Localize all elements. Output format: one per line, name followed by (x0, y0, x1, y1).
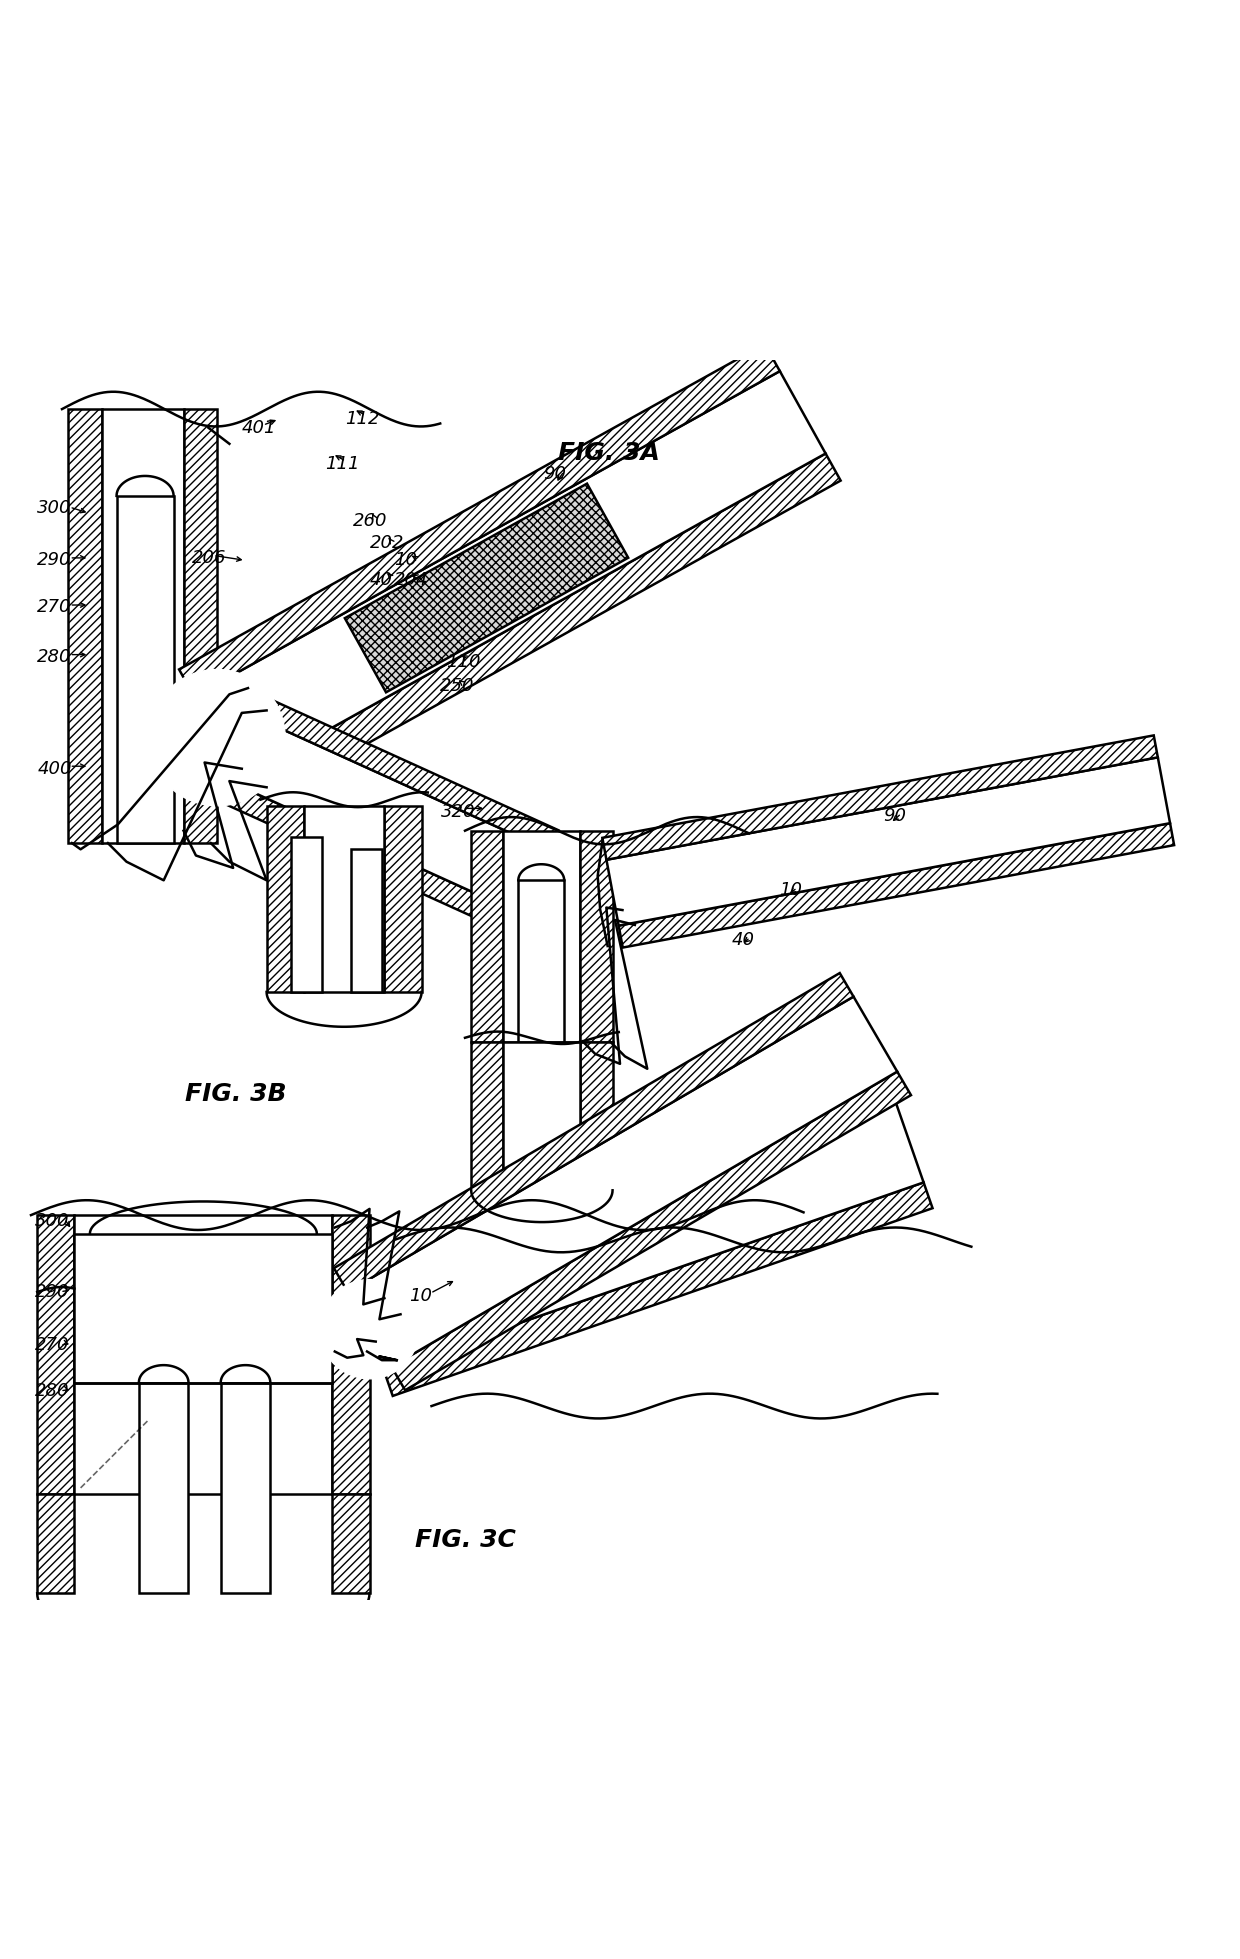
Text: 40: 40 (732, 931, 755, 948)
Bar (332, 1495, 370, 1593)
Bar (384, 805, 422, 991)
Bar (351, 850, 382, 991)
Polygon shape (239, 453, 841, 805)
Bar (74, 1215, 332, 1495)
Bar (139, 1383, 188, 1593)
Bar (471, 1042, 503, 1191)
Polygon shape (606, 758, 1171, 925)
Bar (267, 805, 304, 991)
Text: 280: 280 (37, 648, 72, 666)
Text: 10: 10 (779, 882, 802, 899)
Circle shape (149, 670, 285, 805)
Text: 90: 90 (543, 464, 567, 482)
Bar (471, 831, 503, 1042)
Polygon shape (392, 1072, 911, 1391)
Bar (37, 1495, 74, 1593)
Text: FIG. 3A: FIG. 3A (558, 441, 660, 464)
Text: 290: 290 (37, 550, 72, 570)
Circle shape (320, 1279, 419, 1379)
Text: FIG. 3C: FIG. 3C (414, 1528, 516, 1552)
Polygon shape (179, 345, 780, 697)
Bar (503, 831, 580, 1042)
Bar (221, 1383, 270, 1593)
Bar (74, 1234, 332, 1383)
Text: 260: 260 (353, 511, 388, 529)
Text: 206: 206 (192, 549, 227, 566)
Text: 40: 40 (374, 1346, 398, 1363)
Bar (184, 409, 217, 842)
Bar (503, 1042, 580, 1191)
Text: 250: 250 (440, 676, 475, 695)
Text: 400: 400 (37, 760, 72, 778)
Polygon shape (232, 686, 558, 850)
Polygon shape (193, 770, 521, 934)
Text: 90: 90 (883, 807, 906, 825)
Bar (68, 409, 102, 842)
Text: 202: 202 (370, 535, 404, 552)
Text: 10: 10 (409, 1287, 433, 1305)
Text: FIG. 3B: FIG. 3B (185, 1081, 286, 1105)
Bar (117, 496, 174, 842)
Text: 401: 401 (242, 419, 277, 437)
Bar (291, 836, 322, 991)
Polygon shape (334, 974, 853, 1291)
Text: 280: 280 (35, 1383, 69, 1401)
Polygon shape (345, 484, 629, 692)
Polygon shape (347, 997, 898, 1367)
Polygon shape (603, 735, 1158, 860)
Polygon shape (202, 705, 549, 913)
Bar (304, 805, 384, 991)
Text: 300: 300 (37, 500, 72, 517)
Polygon shape (346, 1075, 895, 1289)
Text: 290: 290 (35, 1283, 69, 1301)
Bar (518, 880, 564, 1042)
Text: 320: 320 (441, 803, 476, 821)
Polygon shape (383, 1183, 932, 1397)
Bar (332, 1215, 370, 1495)
Text: 110: 110 (446, 652, 481, 672)
Polygon shape (195, 370, 826, 780)
Text: 204: 204 (394, 572, 429, 590)
Polygon shape (619, 823, 1174, 948)
Text: 300: 300 (35, 1213, 69, 1230)
Text: 111: 111 (325, 454, 360, 472)
Text: 270: 270 (37, 599, 72, 617)
Text: 270: 270 (35, 1336, 69, 1354)
Text: 112: 112 (345, 409, 379, 427)
Bar (102, 409, 184, 842)
Bar (580, 831, 613, 1042)
Text: 10: 10 (394, 550, 418, 570)
Text: 40: 40 (370, 572, 393, 590)
Bar (37, 1215, 74, 1495)
Bar (580, 1042, 613, 1191)
Polygon shape (356, 1101, 924, 1369)
